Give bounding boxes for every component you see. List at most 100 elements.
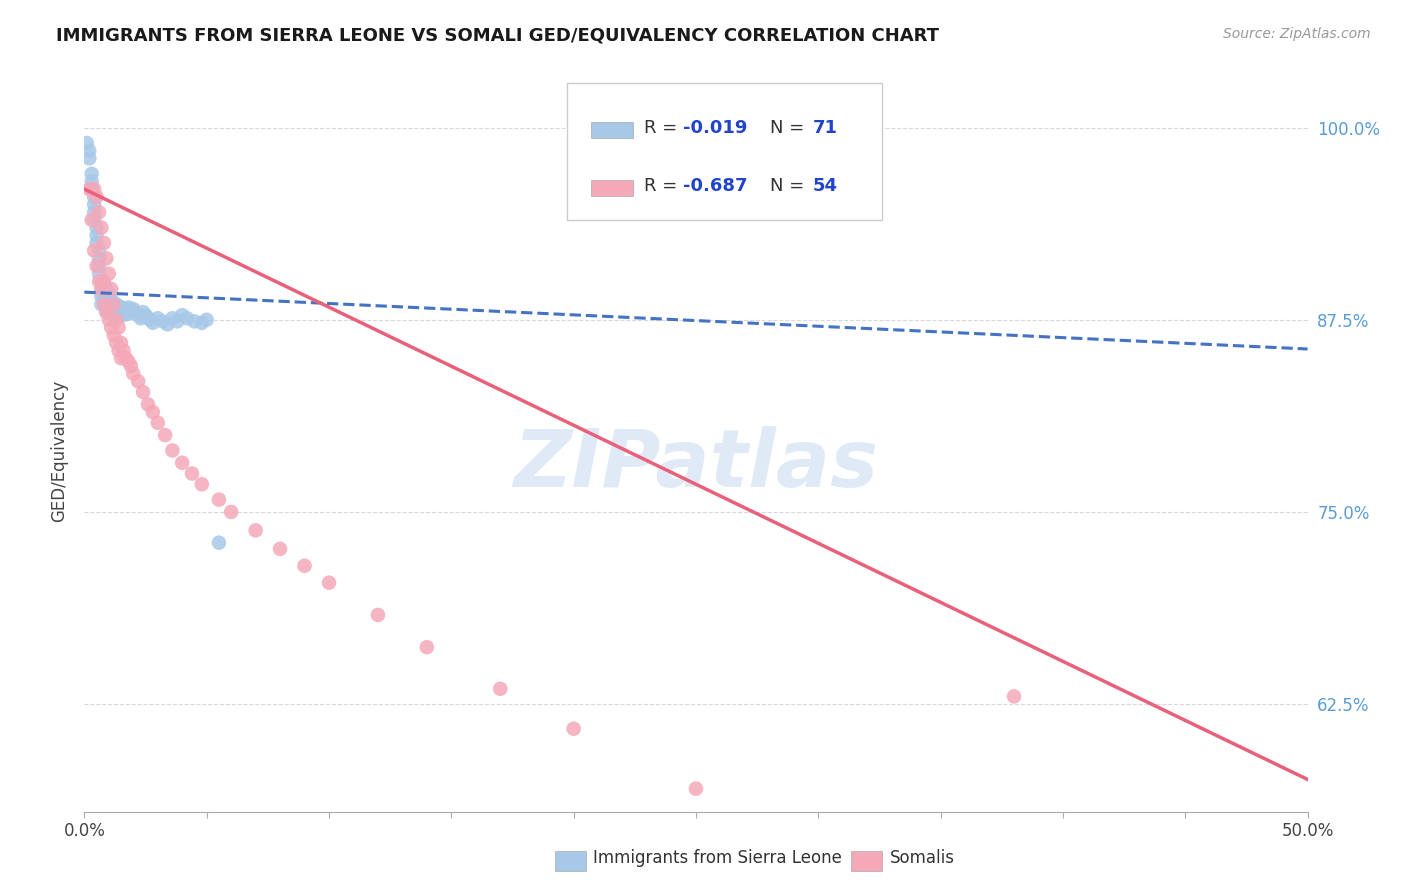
Point — [103, 328, 125, 343]
Point — [127, 308, 149, 322]
Point — [86, 220, 108, 235]
Point — [107, 343, 129, 358]
Point — [90, 282, 112, 296]
Point — [219, 505, 242, 519]
Point — [115, 351, 138, 366]
Point — [83, 190, 105, 204]
Point — [83, 197, 105, 211]
Point — [100, 293, 122, 307]
Point — [103, 297, 125, 311]
Point — [172, 308, 194, 322]
Text: R =: R = — [644, 119, 683, 136]
Point — [93, 297, 115, 311]
Text: 71: 71 — [813, 119, 838, 136]
Point — [97, 299, 120, 313]
Point — [166, 314, 188, 328]
Point — [142, 405, 165, 419]
Point — [93, 274, 115, 288]
Point — [107, 299, 129, 313]
Point — [139, 313, 162, 327]
Point — [96, 290, 118, 304]
Point — [132, 305, 155, 319]
Point — [183, 314, 205, 328]
Point — [96, 305, 118, 319]
Point — [208, 535, 231, 549]
Point — [318, 575, 340, 590]
Point — [162, 443, 184, 458]
Point — [103, 301, 125, 316]
Point — [172, 456, 194, 470]
Point — [103, 296, 125, 310]
Y-axis label: GED/Equivalency: GED/Equivalency — [49, 379, 67, 522]
Point — [142, 316, 165, 330]
Point — [162, 311, 184, 326]
Point — [87, 267, 110, 281]
Point — [97, 305, 120, 319]
Point — [97, 313, 120, 327]
Point — [105, 303, 128, 318]
Point — [93, 297, 115, 311]
Point — [489, 681, 512, 696]
Point — [90, 282, 112, 296]
Text: 54: 54 — [813, 177, 838, 194]
Point — [100, 299, 122, 313]
Point — [100, 305, 122, 319]
Point — [135, 308, 157, 322]
Point — [112, 308, 135, 322]
Text: Immigrants from Sierra Leone: Immigrants from Sierra Leone — [593, 849, 842, 867]
Point — [96, 282, 118, 296]
Point — [146, 416, 169, 430]
Point — [132, 385, 155, 400]
Point — [136, 311, 159, 326]
Point — [416, 640, 439, 655]
Point — [105, 313, 128, 327]
Point — [122, 367, 145, 381]
Point — [110, 335, 132, 350]
Point — [195, 313, 218, 327]
Point — [80, 174, 103, 188]
Point — [100, 320, 122, 334]
Point — [107, 305, 129, 319]
Point — [269, 541, 291, 556]
Point — [110, 307, 132, 321]
Point — [86, 190, 108, 204]
Point — [107, 320, 129, 334]
Point — [77, 144, 100, 158]
Point — [176, 311, 198, 326]
Point — [93, 290, 115, 304]
Point — [87, 274, 110, 288]
Point — [120, 305, 142, 319]
Point — [96, 252, 118, 266]
Point — [86, 228, 108, 243]
Point — [90, 290, 112, 304]
Point — [105, 297, 128, 311]
Text: -0.019: -0.019 — [683, 119, 748, 136]
Point — [93, 235, 115, 250]
Text: -0.687: -0.687 — [683, 177, 748, 194]
Point — [120, 359, 142, 373]
Point — [129, 311, 152, 326]
Point — [125, 305, 148, 319]
Point — [136, 397, 159, 411]
Text: IMMIGRANTS FROM SIERRA LEONE VS SOMALI GED/EQUIVALENCY CORRELATION CHART: IMMIGRANTS FROM SIERRA LEONE VS SOMALI G… — [56, 27, 939, 45]
Point — [80, 212, 103, 227]
Point — [110, 301, 132, 315]
Point — [86, 235, 108, 250]
Point — [80, 182, 103, 196]
Point — [112, 301, 135, 316]
Point — [83, 182, 105, 196]
Point — [117, 301, 139, 315]
Point — [208, 492, 231, 507]
Point — [97, 286, 120, 301]
Point — [294, 558, 316, 573]
Point — [87, 259, 110, 273]
Point — [685, 781, 707, 796]
Point — [90, 220, 112, 235]
Point — [77, 182, 100, 196]
Point — [146, 311, 169, 326]
Point — [191, 477, 214, 491]
Text: Somalis: Somalis — [890, 849, 955, 867]
Point — [96, 305, 118, 319]
Point — [191, 316, 214, 330]
Point — [83, 205, 105, 219]
